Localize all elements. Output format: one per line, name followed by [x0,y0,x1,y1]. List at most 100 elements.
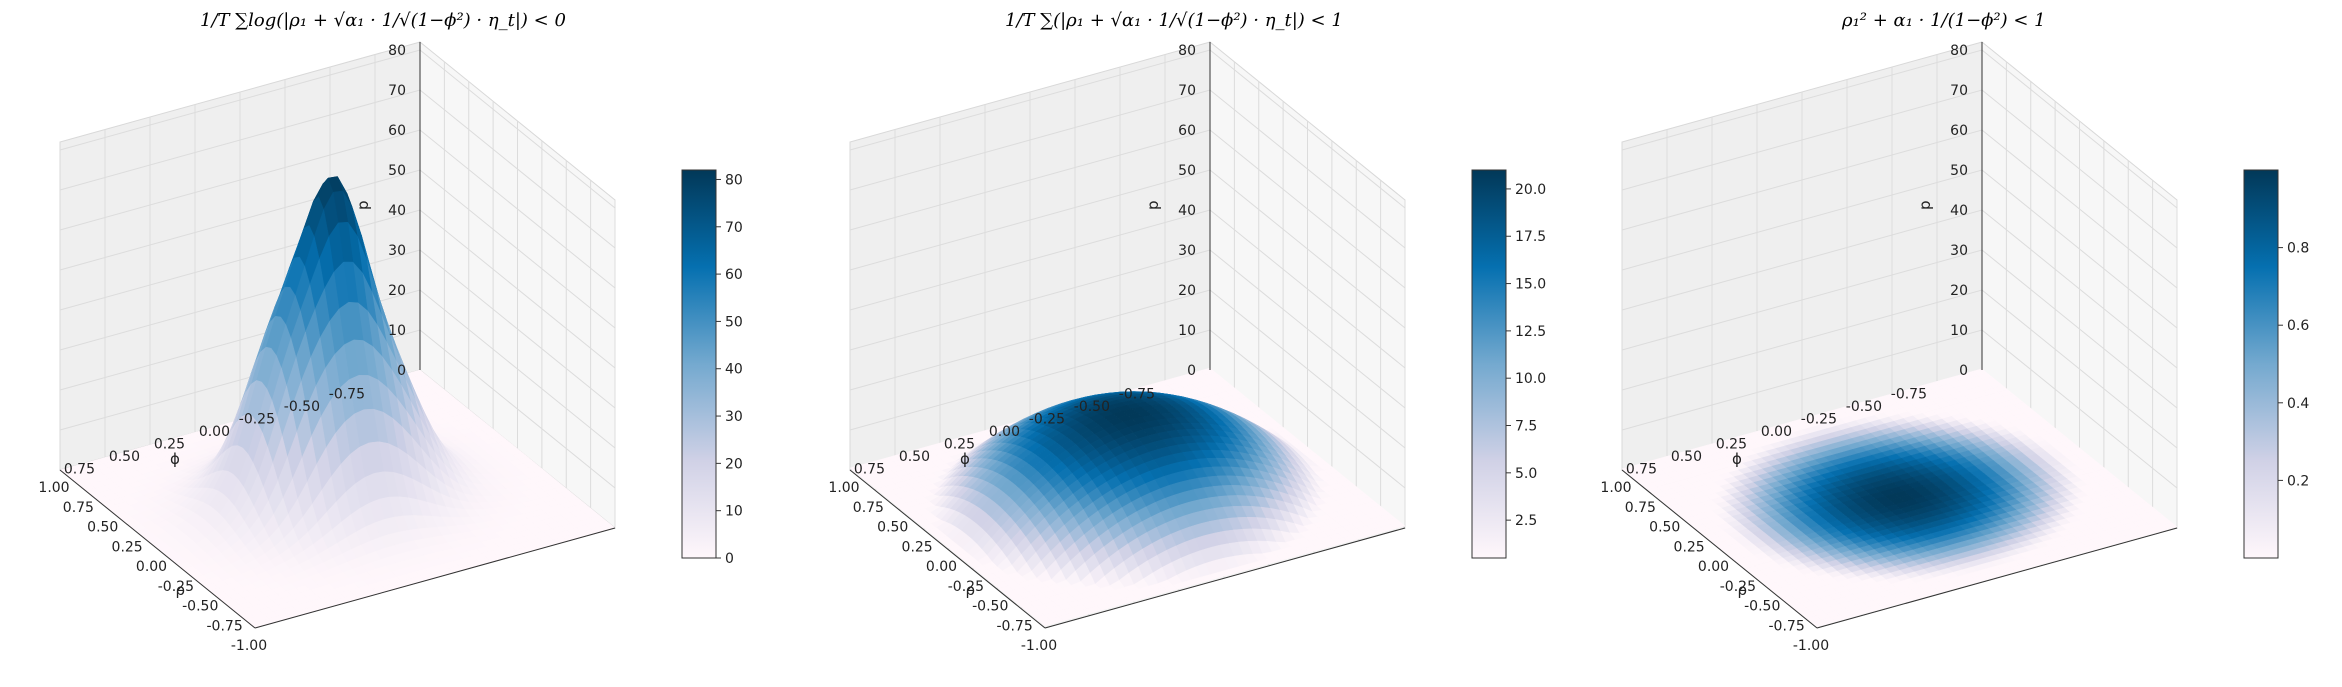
y-tick-label: 0.75 [854,462,885,478]
z-tick-label: 80 [1178,43,1196,59]
y-tick-label: 0.00 [199,424,230,440]
z-tick-label: 30 [388,243,406,259]
x-tick-label: 0.50 [877,520,908,536]
z-axis-label: p [1916,200,1934,210]
y-axis-line [1044,527,1406,629]
colorbar [2243,169,2279,559]
z-tick-label: 40 [1178,203,1196,219]
z-tick-label: 10 [388,323,406,339]
surface-plot-canvas: -1.00-0.75-0.50-0.250.000.250.500.751.00… [1600,40,2309,654]
x-tick-label: -0.50 [1744,599,1780,615]
x-tick-label: 0.25 [112,539,143,555]
x-tick-label: 0.00 [1698,559,1729,575]
y-tick-label: 0.00 [1761,424,1792,440]
x-tick-label: 0.75 [63,500,94,516]
colorbar-tick-label: 0 [725,551,734,567]
colorbar [1471,169,1507,559]
colorbar-tick-label: 2.5 [1515,513,1537,529]
z-tick-label: 50 [388,163,406,179]
z-tick-label: 40 [1950,203,1968,219]
colorbar-tick-label: 0.2 [2287,473,2309,489]
x-tick-label: 0.50 [1649,520,1680,536]
z-tick-label: 20 [1950,283,1968,299]
y-tick-label: -0.75 [329,387,365,403]
colorbar-tick-label: 17.5 [1515,229,1546,245]
surface-plot-3: ρ₁² + α₁ · 1/(1−ϕ²) < 1 -1.00 -0.75 -0.50-… [1562,0,2342,687]
z-tick-label: 0 [1187,363,1196,379]
y-tick-label: 0.00 [989,424,1020,440]
colorbar-tick-label: 0.8 [2287,241,2309,257]
x-tick-label: -1.00 [231,638,267,654]
colorbar-tick-label: 12.5 [1515,324,1546,340]
colorbar [681,169,717,559]
x-tick-label: 0.75 [853,500,884,516]
x-tick-label: -0.75 [1769,618,1805,634]
x-tick-label: 1.00 [1600,480,1631,496]
z-tick-label: 10 [1178,323,1196,339]
colorbar-tick-label: 5.0 [1515,466,1537,482]
chart-title: ρ₁² + α₁ · 1/(1−ϕ²) < 1 [1842,10,2046,31]
surface-facet [1811,619,1828,628]
z-tick-label: 30 [1178,243,1196,259]
x-tick-label: -0.25 [158,579,194,595]
x-tick-label: -0.25 [1720,579,1756,595]
x-tick-label: 1.00 [828,480,859,496]
surface-facet [1039,618,1056,627]
colorbar-tick-label: 30 [725,409,743,425]
z-tick-label: 80 [388,43,406,59]
chart-title: 1/T ∑(|ρ₁ + √α₁ · 1/√(1−ϕ²) · η_t|) < 1 [1005,10,1343,31]
z-tick-label: 60 [1178,123,1196,139]
y-tick-label: 0.50 [899,449,930,465]
x-axis-label: ρ [1738,581,1748,599]
colorbar-tick-label: 50 [725,314,743,330]
z-tick-label: 40 [388,203,406,219]
x-tick-label: -0.50 [972,599,1008,615]
x-tick-label: 0.50 [87,520,118,536]
colorbar-tick-label: 20 [725,456,743,472]
z-tick-label: 30 [1950,243,1968,259]
x-tick-label: 1.00 [38,480,69,496]
y-tick-label: -0.25 [1029,412,1065,428]
z-tick-label: 10 [1950,323,1968,339]
colorbar-tick-label: 0.4 [2287,396,2309,412]
colorbar-tick-label: 20.0 [1515,182,1546,198]
z-tick-label: 20 [1178,283,1196,299]
z-tick-label: 0 [1959,363,1968,379]
x-tick-label: 0.25 [1674,539,1705,555]
y-tick-label: -0.25 [239,412,275,428]
x-axis-line [59,469,256,629]
colorbar-tick-label: 10 [725,504,743,520]
y-tick-label: 0.75 [1626,462,1657,478]
y-axis-label: ϕ [170,450,180,468]
surface-plot-canvas: -1.00 -0.75 -0.50 -0.25 0.00 0.25 0.50 0.75 1.00… [38,40,743,654]
x-tick-label: 0.00 [136,559,167,575]
z-axis-label: p [1144,200,1162,210]
x-tick-label: -0.50 [182,599,218,615]
colorbar-tick-label: 7.5 [1515,419,1537,435]
y-axis-label: ϕ [1732,450,1742,468]
colorbar-tick-label: 70 [725,220,743,236]
x-axis-label: ρ [966,581,976,599]
z-tick-label: 70 [1178,83,1196,99]
colorbar-tick-label: 40 [725,362,743,378]
surface-plot-canvas: -1.00-0.75-0.50-0.250.000.250.500.751.00… [828,40,1546,654]
x-axis-line [849,469,1046,629]
z-tick-label: 60 [1950,123,1968,139]
x-axis-label: ρ [176,581,186,599]
chart-title: 1/T ∑log(|ρ₁ + √α₁ · 1/√(1−ϕ²) · η_t|) <… [200,10,566,31]
colorbar-tick-label: 0.6 [2287,318,2309,334]
z-tick-label: 50 [1950,163,1968,179]
x-axis-line [1621,469,1818,629]
colorbar-tick-label: 15.0 [1515,277,1546,293]
y-tick-label: 0.50 [1671,449,1702,465]
y-tick-label: 0.25 [1716,437,1747,453]
colorbar-tick-label: 10.0 [1515,371,1546,387]
y-tick-label: -0.75 [1119,387,1155,403]
surface-plot-2: 1/T ∑(|ρ₁ + √α₁ · 1/√(1−ϕ²) · η_t|) < 1 … [790,0,1570,687]
x-tick-label: 0.75 [1625,500,1656,516]
z-tick-label: 70 [388,83,406,99]
x-tick-label: -1.00 [1021,638,1057,654]
colorbar-tick-label: 80 [725,172,743,188]
y-tick-label: 0.50 [109,449,140,465]
y-axis-line [254,527,616,629]
